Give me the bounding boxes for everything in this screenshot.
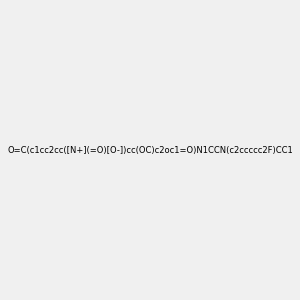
Text: O=C(c1cc2cc([N+](=O)[O-])cc(OC)c2oc1=O)N1CCN(c2ccccc2F)CC1: O=C(c1cc2cc([N+](=O)[O-])cc(OC)c2oc1=O)N… [7,146,293,154]
